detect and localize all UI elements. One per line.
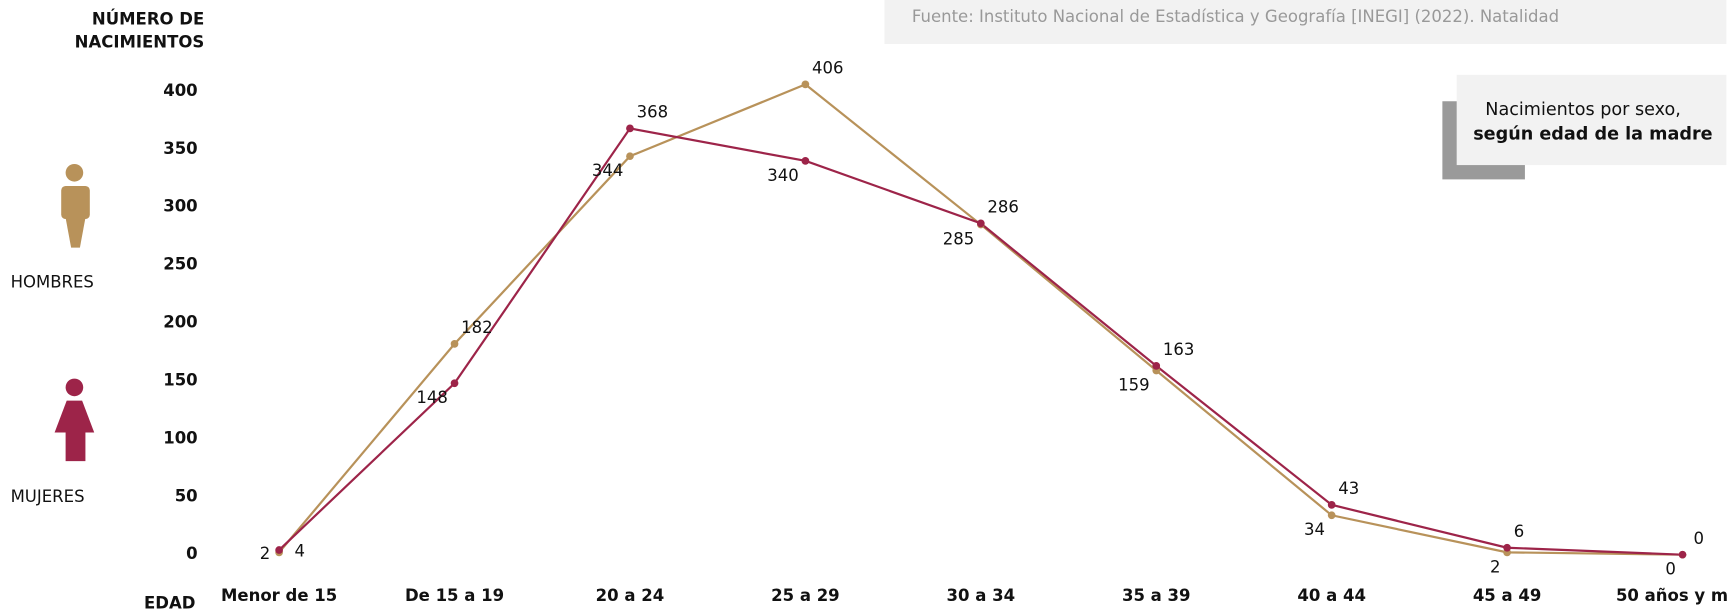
data-label: 43 <box>1338 479 1359 498</box>
box-title: Nacimientos por sexo, <box>1485 100 1681 120</box>
data-label: 6 <box>1514 522 1525 541</box>
y-tick-label: 350 <box>163 139 197 158</box>
data-label: 286 <box>987 197 1019 216</box>
box-title: según edad de la madre <box>1473 124 1712 144</box>
source: Fuente: Instituto Nacional de Estadístic… <box>912 7 1559 26</box>
man-icon <box>61 163 90 248</box>
woman-icon <box>54 378 95 462</box>
series-line <box>278 127 1683 556</box>
data-label: 159 <box>1118 375 1150 394</box>
data-label: 34 <box>1304 520 1325 539</box>
y-tick-label: 100 <box>163 428 197 447</box>
x-tick-label: 35 a 39 <box>1122 586 1191 605</box>
point <box>976 219 985 228</box>
x-tick-label: 50 años y más <box>1616 586 1727 605</box>
data-label: 0 <box>1665 560 1675 579</box>
y-tick-label: 50 <box>175 486 198 505</box>
point <box>450 340 459 348</box>
data-label: 4 <box>295 542 306 561</box>
y-tick-label: 0 <box>186 544 197 563</box>
x-tick-label: 45 a 49 <box>1473 586 1542 605</box>
x-tick-label: 40 a 44 <box>1297 586 1366 605</box>
legend-label: MUJERES <box>11 487 85 506</box>
point <box>1678 550 1687 559</box>
x-tick-label: De 15 a 19 <box>405 586 504 605</box>
point <box>626 124 634 133</box>
point <box>1503 543 1511 552</box>
x-tick-label: 25 a 29 <box>771 586 840 605</box>
y-axis-label: NÚMERO DE <box>92 9 204 28</box>
y-tick-label: 400 <box>163 81 197 100</box>
x-tick-label: Menor de 15 <box>221 586 337 605</box>
point <box>450 379 459 388</box>
data-label: 2 <box>1490 557 1501 576</box>
point <box>801 156 810 165</box>
y-tick-label: 150 <box>163 370 197 389</box>
x-tick-label: 30 a 34 <box>947 586 1016 605</box>
legend-label: HOMBRES <box>11 272 94 291</box>
point <box>1327 511 1336 520</box>
box <box>1456 74 1727 166</box>
data-label: 148 <box>416 388 448 407</box>
data-label: 182 <box>461 318 493 337</box>
data-label: 368 <box>637 103 669 122</box>
y-axis-label: NACIMIENTOS <box>75 32 205 51</box>
point <box>1152 362 1161 370</box>
point <box>1327 501 1336 509</box>
point <box>275 546 283 554</box>
y-tick-label: 300 <box>163 197 197 216</box>
data-label: 406 <box>812 58 844 77</box>
data-label: 344 <box>592 161 624 180</box>
data-label: 285 <box>943 229 975 248</box>
data-label: 2 <box>260 544 271 563</box>
y-tick-label: 250 <box>163 255 197 274</box>
x-axis-label: EDAD <box>144 594 195 613</box>
point <box>626 152 634 161</box>
data-label: 340 <box>767 166 799 185</box>
y-tick-label: 200 <box>163 313 197 332</box>
data-label: 163 <box>1163 340 1194 359</box>
x-tick-label: 20 a 24 <box>596 586 665 605</box>
point <box>801 80 810 89</box>
data-label: 0 <box>1694 529 1705 548</box>
source-banner <box>884 0 1727 45</box>
